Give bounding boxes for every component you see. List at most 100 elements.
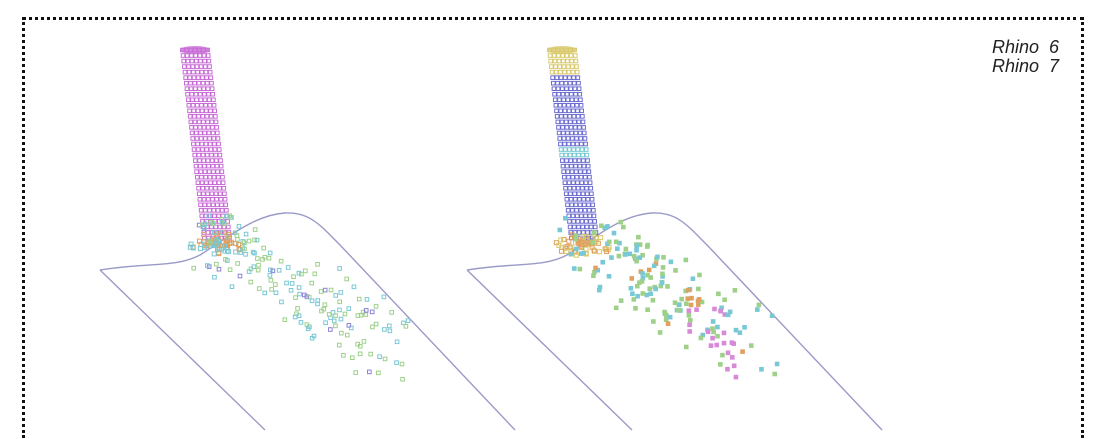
pipe-particle — [556, 130, 562, 136]
fluid-particle — [715, 324, 720, 330]
fluid-particle — [635, 293, 640, 299]
pipe-particle — [572, 224, 577, 230]
pipe-particle — [215, 202, 220, 208]
pipe-particle — [560, 86, 565, 92]
fluid-particle — [696, 286, 701, 292]
pipe-particle — [570, 174, 575, 180]
pipe-particle — [193, 53, 198, 58]
pipe-particle — [564, 163, 570, 169]
pipe-particle — [555, 119, 561, 125]
pipe-particle — [565, 64, 571, 69]
pipe-particle — [573, 130, 579, 136]
fluid-particle — [637, 255, 643, 260]
fluid-particle — [229, 215, 234, 220]
fluid-particle — [368, 351, 373, 357]
pipe-particle — [565, 97, 571, 103]
pipe-particle — [588, 219, 593, 224]
fluid-particle — [363, 308, 369, 313]
pipe-particle — [211, 97, 216, 103]
splash-particle — [196, 238, 202, 244]
pipe-particle — [192, 80, 197, 86]
fluid-particle — [733, 374, 739, 380]
pipe-particle — [570, 208, 575, 213]
fluid-particle — [615, 246, 620, 252]
pipe-particle — [208, 185, 214, 191]
pipe-particle — [195, 69, 200, 75]
pipe-particle — [213, 119, 219, 125]
pipe-particle — [572, 196, 578, 202]
pipe-particle — [568, 191, 573, 197]
pipe-particle — [577, 163, 583, 169]
fluid-particle — [647, 286, 653, 292]
pipe-particle — [583, 219, 589, 224]
fluid-particle — [657, 330, 663, 335]
pipe-particle — [196, 114, 201, 119]
pipe-particle — [209, 86, 215, 92]
fluid-particle — [212, 274, 217, 280]
pipe-particle — [200, 114, 206, 119]
fluid-particle — [267, 250, 273, 256]
pipe-particle — [214, 163, 220, 169]
fluid-particle — [337, 299, 342, 305]
fluid-particle — [727, 309, 733, 315]
pipe-particle — [216, 141, 221, 147]
pipe-particle — [563, 80, 569, 86]
splash-particle — [233, 249, 239, 255]
fluid-particle — [685, 296, 691, 301]
pipe-particle — [572, 191, 577, 197]
splash-particle — [583, 246, 589, 252]
pipe-particle — [565, 208, 571, 213]
fluid-particle — [640, 252, 645, 258]
pipe-particle — [555, 86, 561, 92]
pipe-particle — [550, 80, 556, 86]
fluid-particle — [574, 246, 579, 252]
pipe-particle — [194, 102, 200, 108]
pipe-particle — [568, 119, 573, 125]
fluid-particle — [262, 290, 268, 296]
pipe-particle — [583, 213, 588, 219]
fluid-particle — [331, 318, 337, 324]
fluid-particle — [577, 266, 583, 272]
pipe-particle — [203, 102, 208, 108]
fluid-particle — [634, 243, 640, 249]
fluid-particle — [250, 249, 256, 255]
fluid-particle — [689, 295, 694, 301]
pipe-particle — [570, 141, 576, 147]
splash-particle — [568, 245, 574, 251]
pipe-particle — [215, 174, 221, 180]
fluid-particle — [673, 268, 678, 273]
fluid-particle — [557, 227, 563, 233]
pipe-particle — [580, 185, 585, 191]
pipe-particle — [206, 202, 212, 208]
pipe-particle — [191, 108, 197, 114]
pipe-particle — [204, 114, 210, 119]
pipe-particle — [560, 53, 565, 58]
pipe-particle — [208, 75, 214, 80]
pipe-particle — [202, 97, 208, 103]
pipe-particle — [197, 163, 203, 169]
pipe-particle — [205, 53, 211, 58]
pipe-particle — [551, 53, 557, 58]
fluid-particle — [356, 296, 362, 302]
pipe-particle — [218, 163, 224, 169]
pipe-particle — [582, 169, 587, 174]
pipe-particle — [206, 91, 211, 97]
pipe-particle — [184, 86, 190, 92]
pipe-particle — [554, 75, 560, 80]
pipe-particle — [553, 64, 558, 69]
fluid-particle — [381, 294, 387, 300]
fluid-particle — [737, 330, 743, 335]
fluid-particle — [650, 297, 656, 303]
fluid-particle — [637, 280, 642, 285]
fluid-particle — [729, 340, 735, 345]
fluid-particle — [322, 287, 328, 293]
pipe-particle — [575, 147, 581, 152]
pipe-particle — [569, 202, 575, 208]
pipe-particle — [196, 80, 202, 86]
fluid-particle — [227, 267, 233, 273]
fluid-particle — [721, 340, 727, 346]
pipe-particle — [563, 119, 569, 125]
fluid-particle — [191, 265, 197, 271]
pipe-particle — [192, 152, 197, 158]
fluid-particle — [607, 239, 612, 245]
